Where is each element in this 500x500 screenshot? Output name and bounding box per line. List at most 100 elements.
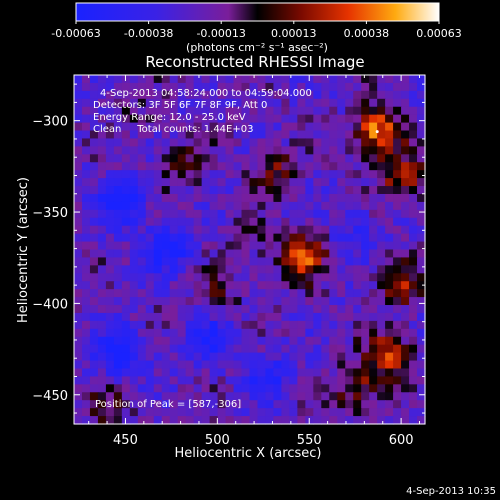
heatmap-cell xyxy=(305,138,314,147)
heatmap-cell xyxy=(129,178,139,187)
heatmap-cell xyxy=(105,154,115,163)
heatmap-cell xyxy=(273,225,283,235)
heatmap-cell xyxy=(393,368,402,378)
heatmap-cell xyxy=(393,305,402,314)
heatmap-cell xyxy=(385,392,394,401)
heatmap-cell xyxy=(273,328,283,338)
heatmap-cell xyxy=(177,233,187,243)
heatmap-cell xyxy=(281,344,290,354)
heatmap-cell xyxy=(249,416,259,425)
heatmap-cell xyxy=(265,201,275,211)
heatmap-cell xyxy=(401,312,410,322)
heatmap-cell xyxy=(409,305,418,314)
heatmap-cell xyxy=(265,154,275,163)
heatmap-cell xyxy=(257,376,267,385)
heatmap-cell xyxy=(161,98,171,108)
heatmap-cell xyxy=(193,146,203,155)
heatmap-cell xyxy=(209,416,219,425)
heatmap-cell xyxy=(145,360,155,370)
heatmap-cell xyxy=(329,336,338,346)
heatmap-cell xyxy=(89,320,99,330)
heatmap-cell xyxy=(329,217,338,227)
heatmap-cell xyxy=(353,130,362,140)
heatmap-cell xyxy=(121,130,131,140)
heatmap-cell xyxy=(121,241,131,251)
heatmap-cell xyxy=(177,368,187,378)
heatmap-cell xyxy=(105,265,115,274)
heatmap-cell xyxy=(113,408,123,417)
heatmap-cell xyxy=(329,328,338,338)
heatmap-cell xyxy=(217,408,227,417)
heatmap-cell xyxy=(353,90,362,100)
heatmap-cell xyxy=(161,225,171,235)
heatmap-cell xyxy=(81,146,91,155)
heatmap-cell xyxy=(81,225,91,235)
heatmap-cell xyxy=(105,281,115,290)
heatmap-cell xyxy=(241,162,251,171)
heatmap-cell xyxy=(265,392,275,401)
heatmap-cell xyxy=(361,384,370,393)
heatmap-cell xyxy=(353,289,362,298)
heatmap-cell xyxy=(369,193,378,203)
heatmap-cell xyxy=(377,122,386,132)
heatmap-cell xyxy=(281,328,290,338)
heatmap-cell xyxy=(385,217,394,227)
heatmap-cell xyxy=(233,289,243,298)
heatmap-cell xyxy=(417,416,426,425)
heatmap-cell xyxy=(193,82,203,92)
heatmap-cell xyxy=(209,130,219,140)
heatmap-cell xyxy=(177,344,187,354)
heatmap-cell xyxy=(97,154,107,163)
heatmap-cell xyxy=(145,75,155,84)
heatmap-cell xyxy=(401,90,410,100)
heatmap-cell xyxy=(329,368,338,378)
heatmap-cell xyxy=(137,130,147,140)
heatmap-cell xyxy=(401,130,410,140)
heatmap-cell xyxy=(281,400,290,409)
heatmap-cell xyxy=(265,376,275,385)
heatmap-cell xyxy=(81,328,91,338)
heatmap-cell xyxy=(169,138,179,147)
heatmap-cell xyxy=(409,289,418,298)
heatmap-cell xyxy=(377,178,386,187)
heatmap-cell xyxy=(345,273,354,282)
heatmap-cell xyxy=(193,392,203,401)
heatmap-cell xyxy=(321,249,330,259)
heatmap-cell xyxy=(113,249,123,259)
heatmap-cell xyxy=(401,225,410,235)
heatmap-cell xyxy=(185,98,195,108)
heatmap-cell xyxy=(361,201,370,211)
heatmap-cell xyxy=(265,98,275,108)
x-axis-label: Heliocentric X (arcsec) xyxy=(175,446,322,461)
heatmap-cell xyxy=(185,233,195,243)
heatmap-cell xyxy=(417,297,426,306)
heatmap-cell xyxy=(297,178,306,187)
heatmap-cell xyxy=(361,241,370,251)
heatmap-cell xyxy=(241,193,251,203)
heatmap-cell xyxy=(401,376,410,385)
heatmap-cell xyxy=(241,273,251,282)
heatmap-cell xyxy=(345,408,354,417)
heatmap-cell xyxy=(145,186,155,195)
heatmap-cell xyxy=(321,201,330,211)
heatmap-cell xyxy=(265,193,275,203)
heatmap-cell xyxy=(369,297,378,306)
heatmap-cell xyxy=(217,233,227,243)
footer-timestamp: 4-Sep-2013 10:35 xyxy=(406,486,496,497)
heatmap-cell xyxy=(225,90,235,100)
heatmap-cell xyxy=(89,249,99,259)
heatmap-cell xyxy=(241,281,251,290)
heatmap-cell xyxy=(313,336,322,346)
heatmap-cell xyxy=(185,186,195,195)
heatmap-cell xyxy=(113,320,123,330)
heatmap-cell xyxy=(313,360,322,370)
heatmap-cell xyxy=(153,384,163,393)
heatmap-cell xyxy=(305,352,314,362)
heatmap-cell xyxy=(201,344,211,354)
heatmap-cell xyxy=(393,392,402,401)
heatmap-cell xyxy=(321,416,330,425)
heatmap-cell xyxy=(97,138,107,147)
heatmap-cell xyxy=(201,217,211,227)
heatmap-cell xyxy=(393,360,402,370)
heatmap-cell xyxy=(241,209,251,219)
